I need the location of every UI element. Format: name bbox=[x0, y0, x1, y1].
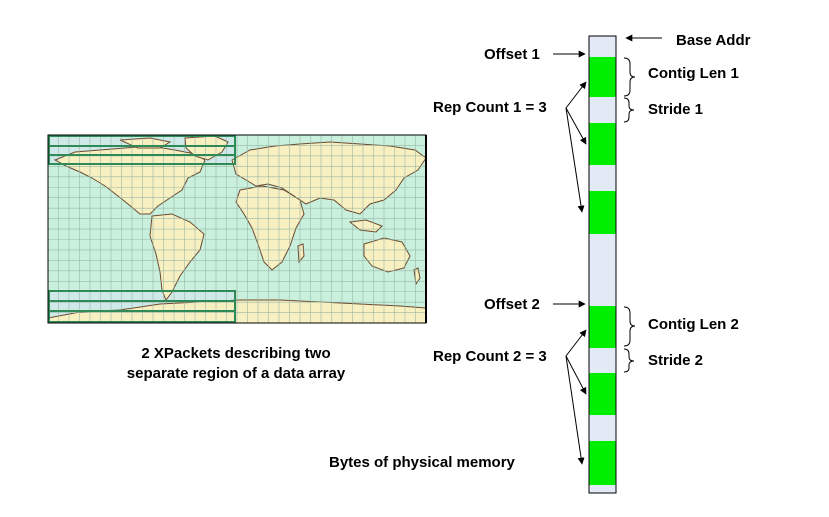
memory-gap-stride-1a bbox=[589, 97, 616, 123]
rep-count-2-arrow-a bbox=[565, 329, 587, 357]
memory-gap-stride-1b bbox=[589, 165, 616, 191]
memory-block-contig-1c bbox=[589, 191, 616, 234]
stride-2-brace bbox=[623, 348, 635, 373]
xpacket-region-top bbox=[48, 135, 236, 165]
contig-len-2-label: Contig Len 2 bbox=[648, 316, 739, 333]
stride-2-label: Stride 2 bbox=[648, 352, 703, 369]
memory-column-border bbox=[588, 35, 617, 494]
memory-gap-middle bbox=[589, 234, 616, 306]
map-caption-line1: 2 XPackets describing two bbox=[141, 345, 330, 362]
xpacket-region-bottom bbox=[48, 290, 236, 323]
rep-count-2-label: Rep Count 2 = 3 bbox=[433, 348, 547, 365]
memory-gap-stride-2b bbox=[589, 415, 616, 441]
contig-len-1-brace bbox=[623, 57, 636, 97]
rep-count-1-arrow-a bbox=[565, 81, 587, 109]
rep-count-1-label: Rep Count 1 = 3 bbox=[433, 99, 547, 116]
region-bottom-outline bbox=[48, 290, 236, 323]
memory-gap-stride-2a bbox=[589, 348, 616, 373]
annotations bbox=[553, 34, 662, 465]
memory-gap-bottom bbox=[589, 485, 616, 493]
rep-count-1-arrow-b bbox=[565, 107, 587, 145]
memory-gap-top bbox=[589, 36, 616, 57]
rep-count-2-arrow-b bbox=[565, 355, 587, 395]
stride-1-label: Stride 1 bbox=[648, 101, 703, 118]
memory-block-contig-2a bbox=[589, 306, 616, 348]
memory-caption: Bytes of physical memory bbox=[329, 454, 516, 471]
contig-len-2-brace bbox=[623, 306, 636, 347]
world-map bbox=[47, 134, 427, 324]
offset-1-label: Offset 1 bbox=[484, 46, 540, 63]
rep-count-2-arrow-c bbox=[565, 355, 585, 465]
memory-block-contig-2b bbox=[589, 373, 616, 415]
stride-1-brace bbox=[623, 97, 635, 123]
memory-column bbox=[588, 35, 617, 494]
land-madagascar bbox=[297, 243, 305, 264]
base-addr-label: Base Addr bbox=[676, 32, 751, 49]
offset-2-label: Offset 2 bbox=[484, 296, 540, 313]
contig-len-1-label: Contig Len 1 bbox=[648, 65, 739, 82]
rep-count-1-arrow-c bbox=[565, 107, 585, 213]
map-caption-line2: separate region of a data array bbox=[127, 365, 346, 382]
land-eurasia bbox=[231, 141, 426, 215]
memory-block-contig-1a bbox=[589, 57, 616, 97]
region-top-outline bbox=[48, 135, 236, 165]
memory-block-contig-2c bbox=[589, 441, 616, 485]
memory-block-contig-1b bbox=[589, 123, 616, 165]
